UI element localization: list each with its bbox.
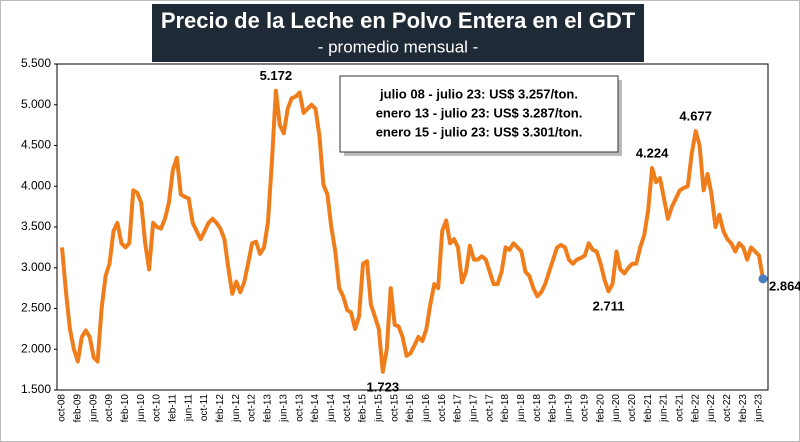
- x-tick-label: oct-11: [199, 394, 210, 421]
- x-tick-label: jun-19: [564, 394, 575, 423]
- x-tick-label: feb-12: [215, 394, 226, 423]
- x-tick-label: jun-09: [88, 394, 99, 423]
- x-tick-label: feb-23: [738, 394, 749, 423]
- x-tick-label: oct-16: [437, 394, 448, 422]
- x-tick-label: feb-14: [310, 394, 321, 423]
- x-tick-label: feb-22: [690, 394, 701, 423]
- x-tick-label: jun-12: [231, 394, 242, 423]
- x-tick-label: oct-08: [57, 394, 68, 422]
- x-tick-label: oct-10: [152, 394, 163, 422]
- title-box: [152, 4, 644, 62]
- value-label: 5.172: [260, 68, 293, 83]
- x-tick-label: jun-14: [326, 394, 337, 423]
- chart-title: Precio de la Leche en Polvo Entera en el…: [161, 8, 636, 33]
- x-tick-label: jun-18: [516, 394, 527, 423]
- x-tick-label: oct-19: [579, 394, 590, 422]
- value-label: 4.224: [636, 145, 669, 160]
- info-line: julio 08 - julio 23: US$ 3.257/ton.: [379, 86, 578, 101]
- x-tick-label: oct-13: [294, 394, 305, 422]
- x-tick-label: oct-21: [674, 394, 685, 422]
- x-tick-label: feb-11: [168, 394, 179, 422]
- info-line: enero 15 - julio 23: US$ 3.301/ton.: [376, 124, 583, 139]
- value-label: 2.864: [769, 278, 800, 293]
- value-label: 2.711: [593, 299, 625, 314]
- x-tick-label: feb-18: [500, 394, 511, 423]
- x-tick-label: feb-15: [358, 394, 369, 423]
- value-label: 4.677: [679, 109, 712, 124]
- x-tick-label: oct-18: [532, 394, 543, 422]
- x-tick-label: feb-19: [548, 394, 559, 423]
- x-tick-label: jun-22: [706, 394, 717, 423]
- x-tick-label: jun-21: [659, 394, 670, 423]
- y-tick-label: 5.000: [21, 97, 51, 111]
- x-tick-label: feb-09: [72, 394, 83, 423]
- y-tick-label: 4.000: [21, 178, 51, 192]
- x-tick-label: jun-13: [278, 394, 289, 423]
- x-tick-label: oct-17: [484, 394, 495, 422]
- x-tick-label: feb-16: [405, 394, 416, 423]
- y-tick-label: 5.500: [21, 56, 51, 70]
- y-tick-label: 2.500: [21, 301, 51, 315]
- y-tick-label: 1.500: [21, 382, 51, 396]
- x-tick-label: feb-20: [595, 394, 606, 423]
- price-line: [60, 88, 765, 374]
- x-tick-label: feb-10: [120, 394, 131, 423]
- x-tick-label: jun-17: [469, 394, 480, 423]
- x-tick-label: oct-15: [389, 394, 400, 422]
- x-tick-label: oct-12: [247, 394, 258, 422]
- x-tick-label: oct-09: [104, 394, 115, 422]
- last-point-marker: [758, 274, 768, 284]
- x-tick-label: jun-15: [373, 394, 384, 423]
- x-tick-label: jun-23: [754, 394, 765, 423]
- x-tick-label: jun-11: [183, 394, 194, 422]
- y-tick-label: 3.000: [21, 260, 51, 274]
- info-line: enero 13 - julio 23: US$ 3.287/ton.: [376, 105, 583, 120]
- x-tick-label: feb-21: [643, 394, 654, 423]
- x-tick-label: oct-22: [722, 394, 733, 422]
- x-tick-label: jun-10: [136, 394, 147, 423]
- x-tick-label: feb-13: [263, 394, 274, 423]
- value-label: 1.723: [367, 379, 400, 394]
- x-tick-label: feb-17: [453, 394, 464, 423]
- x-tick-label: oct-14: [342, 394, 353, 422]
- y-tick-label: 4.500: [21, 138, 51, 152]
- x-tick-label: oct-20: [627, 394, 638, 422]
- chart-subtitle: - promedio mensual -: [318, 37, 479, 56]
- info-box: [339, 75, 619, 153]
- y-tick-label: 2.000: [21, 341, 51, 355]
- y-tick-label: 3.500: [21, 219, 51, 233]
- x-tick-label: jun-16: [421, 394, 432, 423]
- x-tick-label: jun-20: [611, 394, 622, 423]
